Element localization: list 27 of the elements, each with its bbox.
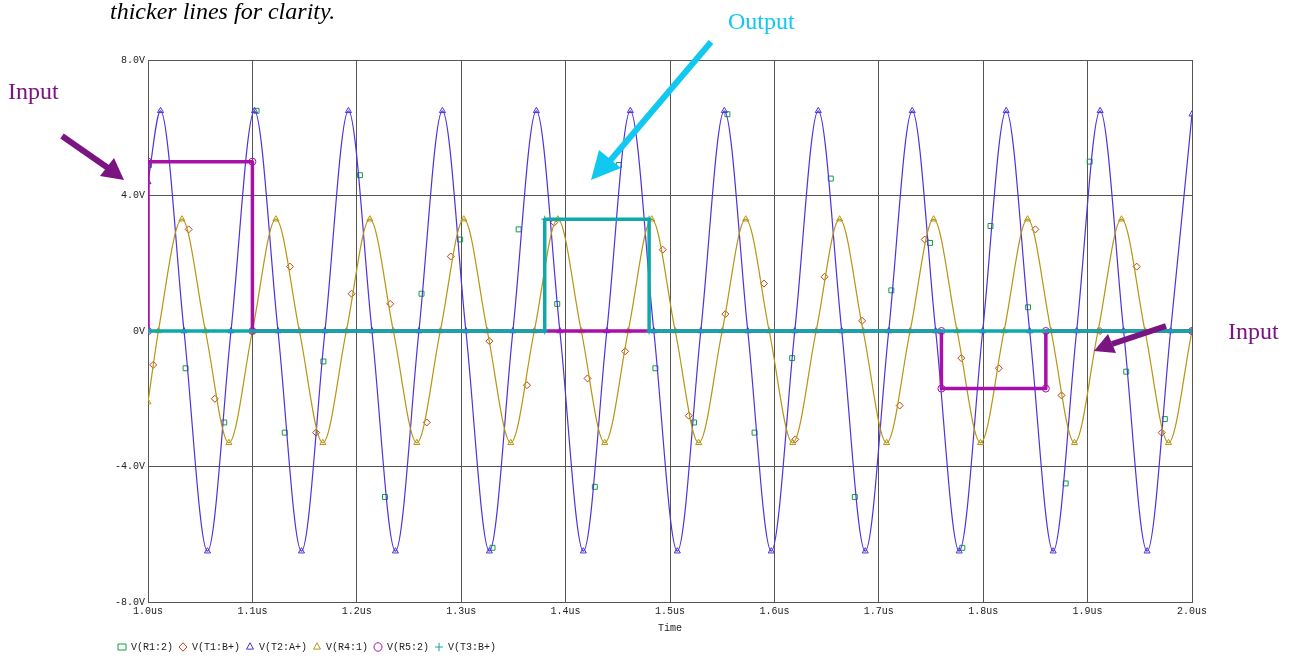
legend-label: V(T1:B+) (192, 641, 241, 653)
x-tick-label: 1.5us (654, 605, 686, 617)
x-tick-label: 2.0us (1176, 605, 1208, 617)
text: Input (8, 78, 59, 105)
x-tick-label: 1.1us (237, 605, 268, 617)
y-tick-label: 8.0V (120, 54, 145, 66)
x-tick-label: 1.6us (759, 605, 790, 617)
x-tick-label: 1.4us (550, 605, 581, 617)
legend-label: V(T2:A+) (259, 641, 308, 653)
y-tick-label: 0V (132, 325, 145, 337)
x-tick-label: 1.3us (446, 605, 477, 617)
text: Input (1228, 318, 1279, 345)
legend-label: V(T3:B+) (448, 641, 497, 653)
y-tick-label: -8.0V (114, 596, 145, 608)
legend-label: V(R1:2) (131, 641, 174, 653)
text: Output (728, 8, 795, 35)
text: thicker lines for clarity. (110, 0, 336, 25)
x-tick-label: 1.7us (863, 605, 894, 617)
legend-label: V(R4:1) (326, 641, 369, 653)
x-axis-title: Time (657, 622, 683, 634)
x-tick-label: 1.0us (133, 605, 164, 617)
x-tick-label: 1.8us (968, 605, 999, 617)
y-tick-label: 4.0V (120, 190, 145, 202)
x-tick-label: 1.2us (341, 605, 372, 617)
y-tick-label: -4.0V (114, 461, 145, 473)
x-tick-label: 1.9us (1072, 605, 1103, 617)
legend-label: V(R5:2) (387, 641, 430, 653)
